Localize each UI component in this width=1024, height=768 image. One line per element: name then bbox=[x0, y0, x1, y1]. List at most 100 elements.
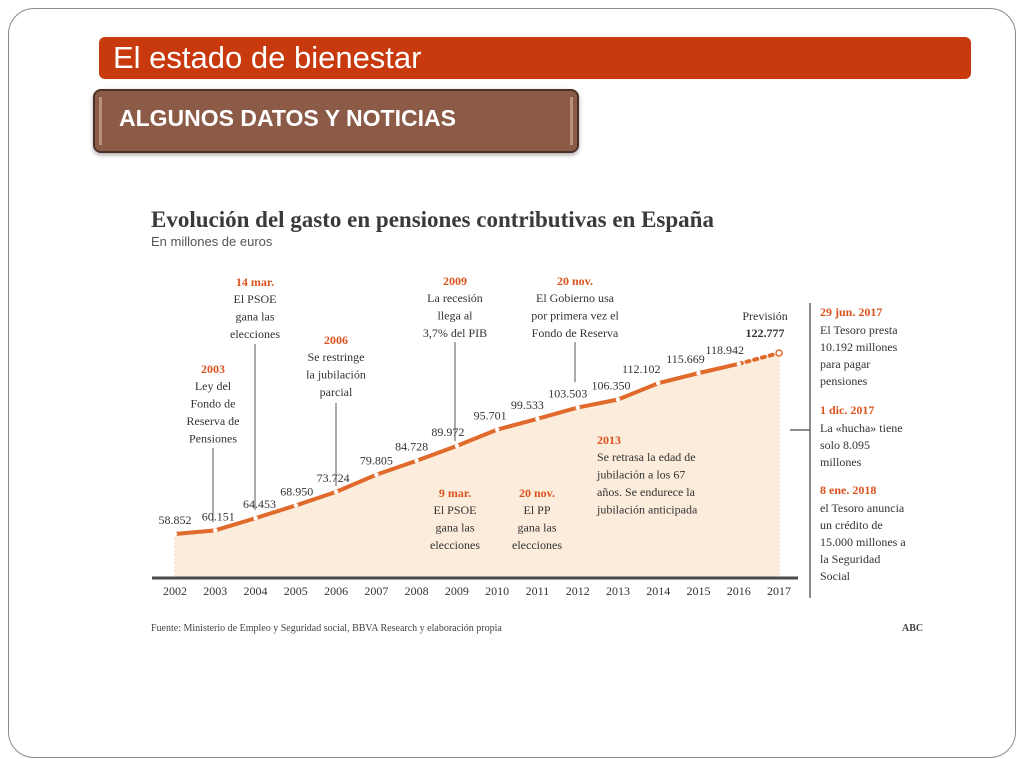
side-note-text: pensiones bbox=[820, 374, 868, 388]
side-note-1: 1 dic. 2017 La «hucha» tiene solo 8.095 mil… bbox=[820, 403, 903, 469]
side-note-date: 29 jun. 2017 bbox=[820, 305, 882, 319]
side-note-0: 29 jun. 2017 El Tesoro presta 10.192 millo… bbox=[820, 305, 898, 388]
data-point-2002 bbox=[172, 531, 178, 537]
side-note-text: La «hucha» tiene bbox=[820, 421, 903, 435]
value-label-2017: 122.777 bbox=[746, 326, 785, 340]
annotation-text: elecciones bbox=[230, 327, 280, 341]
annotation-text: la jubilación bbox=[306, 368, 366, 382]
annotation-text: El PSOE bbox=[433, 503, 476, 517]
annotation-text: elecciones bbox=[430, 538, 480, 552]
side-note-text: 10.192 millones bbox=[820, 340, 898, 354]
annotation-date: 9 mar. bbox=[439, 486, 471, 500]
x-tick-2017: 2017 bbox=[767, 584, 791, 598]
x-tick-2013: 2013 bbox=[606, 584, 630, 598]
value-label-2016: 118.942 bbox=[705, 343, 744, 357]
annotation-date: 2006 bbox=[324, 333, 348, 347]
x-tick-2002: 2002 bbox=[163, 584, 187, 598]
x-tick-2007: 2007 bbox=[364, 584, 388, 598]
x-tick-2014: 2014 bbox=[646, 584, 670, 598]
annotation-text: Pensiones bbox=[189, 432, 237, 446]
annotation-4: 20 nov. El Gobierno usa por primera vez el… bbox=[531, 274, 619, 382]
annotation-0: 2003 Ley del Fondo de Reserva de Pensiones bbox=[187, 362, 240, 522]
side-note-text: un crédito de bbox=[820, 518, 883, 532]
annotation-text: años. Se endurece la bbox=[597, 485, 696, 499]
annotation-text: Reserva de bbox=[187, 414, 240, 428]
side-note-date: 1 dic. 2017 bbox=[820, 403, 874, 417]
annotation-text: llega al bbox=[438, 309, 474, 323]
value-label-2011: 99.533 bbox=[511, 398, 544, 412]
chart-source: Fuente: Ministerio de Empleo y Seguridad… bbox=[151, 623, 502, 634]
subtitle-box: ALGUNOS DATOS Y NOTICIAS bbox=[93, 89, 579, 153]
x-tick-2004: 2004 bbox=[244, 584, 268, 598]
value-label-2012: 103.503 bbox=[548, 387, 587, 401]
annotation-text: elecciones bbox=[512, 538, 562, 552]
annotation-date: 2003 bbox=[201, 362, 225, 376]
annotation-1: 14 mar. El PSOE gana las elecciones bbox=[230, 275, 280, 510]
data-point-2013 bbox=[615, 397, 621, 402]
annotation-date: 2009 bbox=[443, 274, 467, 288]
data-point-2010 bbox=[494, 427, 500, 432]
annotation-date: 20 nov. bbox=[557, 274, 593, 288]
annotation-text: parcial bbox=[320, 385, 353, 399]
annotation-text: gana las bbox=[518, 521, 557, 535]
data-point-2007 bbox=[374, 472, 379, 477]
annotation-text: por primera vez el bbox=[531, 309, 619, 323]
annotation-text: El PP bbox=[523, 503, 550, 517]
slide-frame: El estado de bienestar ALGUNOS DATOS Y N… bbox=[8, 8, 1016, 758]
x-tick-2008: 2008 bbox=[405, 584, 429, 598]
annotation-text: Fondo de bbox=[191, 397, 236, 411]
side-note-text: 15.000 millones a bbox=[820, 535, 906, 549]
x-tick-2010: 2010 bbox=[485, 584, 509, 598]
area-fill bbox=[175, 353, 780, 577]
value-label-2002: 58.852 bbox=[159, 513, 192, 527]
value-label-2007: 79.805 bbox=[360, 454, 393, 468]
chart-title: Evolución del gasto en pensiones contrib… bbox=[151, 207, 714, 232]
annotation-text: jubilación anticipada bbox=[596, 503, 698, 517]
annotation-text: jubilación a los 67 bbox=[596, 468, 685, 482]
annotation-date: 14 mar. bbox=[236, 275, 274, 289]
value-label-2008: 84.728 bbox=[395, 440, 428, 454]
side-note-text: El Tesoro presta bbox=[820, 323, 898, 337]
annotation-text: La recesión bbox=[427, 291, 483, 305]
annotation-text: Ley del bbox=[195, 379, 232, 393]
data-point-2008 bbox=[414, 458, 419, 463]
value-label-2010: 95.701 bbox=[474, 409, 507, 423]
value-label-2006: 73.724 bbox=[317, 471, 350, 485]
annotation-6: 20 nov. El PP gana las elecciones bbox=[512, 486, 562, 552]
side-note-text: para pagar bbox=[820, 357, 870, 371]
annotation-text: 3,7% del PIB bbox=[423, 326, 487, 340]
annotation-text: Se restringe bbox=[308, 350, 365, 364]
annotation-text: gana las bbox=[236, 310, 275, 324]
x-tick-2006: 2006 bbox=[324, 584, 348, 598]
x-tick-2015: 2015 bbox=[687, 584, 711, 598]
annotation-text: Se retrasa la edad de bbox=[597, 450, 696, 464]
data-point-2015 bbox=[696, 370, 701, 376]
slide-subtitle: ALGUNOS DATOS Y NOTICIAS bbox=[119, 105, 456, 131]
data-point-2011 bbox=[535, 416, 540, 422]
data-point-2005 bbox=[293, 503, 299, 508]
forecast-line bbox=[736, 351, 782, 366]
data-point-2006 bbox=[333, 489, 339, 495]
side-note-date: 8 ene. 2018 bbox=[820, 483, 876, 497]
annotation-5: 9 mar. El PSOE gana las elecciones bbox=[430, 486, 480, 552]
annotation-date: 2013 bbox=[597, 433, 621, 447]
side-note-text: Social bbox=[820, 569, 851, 583]
annotation-7: 2013 Se retrasa la edad de jubilación a lo… bbox=[596, 433, 698, 517]
annotation-text: gana las bbox=[436, 521, 475, 535]
side-note-text: solo 8.095 bbox=[820, 438, 870, 452]
side-note-text: la Seguridad bbox=[820, 552, 880, 566]
annotation-text: El PSOE bbox=[233, 292, 276, 306]
forecast-label: Previsión bbox=[742, 309, 787, 323]
x-tick-2009: 2009 bbox=[445, 584, 469, 598]
annotation-text: Fondo de Reserva bbox=[532, 326, 619, 340]
chart-subtitle: En millones de euros bbox=[151, 234, 273, 249]
side-note-2: 8 ene. 2018 el Tesoro anuncia un crédito d… bbox=[820, 483, 906, 583]
value-label-2009: 89.972 bbox=[431, 425, 464, 439]
side-note-text: millones bbox=[820, 455, 862, 469]
x-tick-2012: 2012 bbox=[566, 584, 590, 598]
data-point-2012 bbox=[575, 405, 580, 410]
x-tick-2005: 2005 bbox=[284, 584, 308, 598]
chart-credit: ABC bbox=[902, 623, 923, 634]
annotation-3: 2009 La recesión llega al 3,7% del PIB bbox=[423, 274, 487, 441]
